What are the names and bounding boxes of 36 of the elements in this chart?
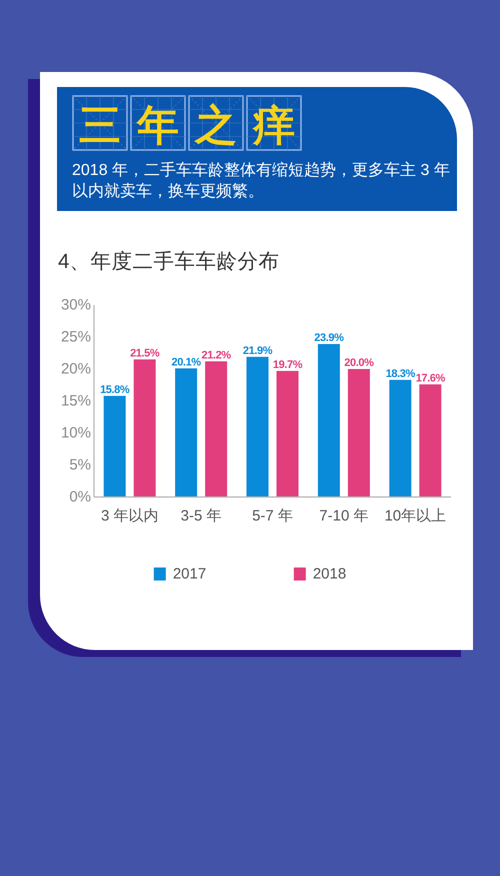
- x-tick-label: 10年以上: [384, 508, 446, 524]
- data-label: 21.2%: [202, 349, 232, 362]
- x-tick-label: 5-7 年: [252, 508, 293, 524]
- bar: [348, 369, 370, 497]
- data-label: 23.9%: [314, 332, 344, 344]
- bar: [389, 380, 412, 497]
- legend-label: 2018: [312, 566, 346, 582]
- bar: [246, 356, 268, 497]
- x-tick-label: 3 年以内: [100, 508, 158, 524]
- legend-label: 2017: [172, 566, 206, 582]
- y-tick-label: 20%: [60, 360, 91, 378]
- y-tick-label: 30%: [60, 296, 91, 314]
- data-label: 15.8%: [100, 384, 130, 396]
- data-label: 20.1%: [172, 356, 202, 368]
- chart-subtitle: 2018 年，二手车车龄整体有缩短趋势，更多车主 3 年以内就卖车，换车更频繁。: [72, 160, 451, 202]
- y-tick-label: 0%: [69, 488, 91, 506]
- bar: [175, 368, 198, 497]
- data-label: 21.5%: [130, 347, 160, 360]
- y-tick-label: 15%: [60, 392, 91, 410]
- bar: [104, 396, 126, 497]
- y-tick-label: 25%: [60, 328, 91, 346]
- x-tick-label: 3-5 年: [180, 508, 222, 524]
- data-label: 20.0%: [344, 357, 374, 369]
- data-label: 18.3%: [386, 368, 416, 380]
- data-label: 21.9%: [242, 344, 273, 357]
- data-label: 17.6%: [416, 372, 446, 384]
- bar: [318, 344, 340, 497]
- data-label: 19.7%: [272, 358, 303, 371]
- bar: [205, 361, 228, 497]
- text: 4、年度二手车车龄分布: [58, 250, 280, 273]
- bar: [419, 384, 442, 497]
- bar: [276, 370, 298, 497]
- bar: [134, 359, 156, 497]
- y-tick-label: 10%: [60, 424, 91, 442]
- x-tick-label: 7-10 年: [319, 508, 368, 524]
- y-tick-label: 5%: [69, 456, 91, 474]
